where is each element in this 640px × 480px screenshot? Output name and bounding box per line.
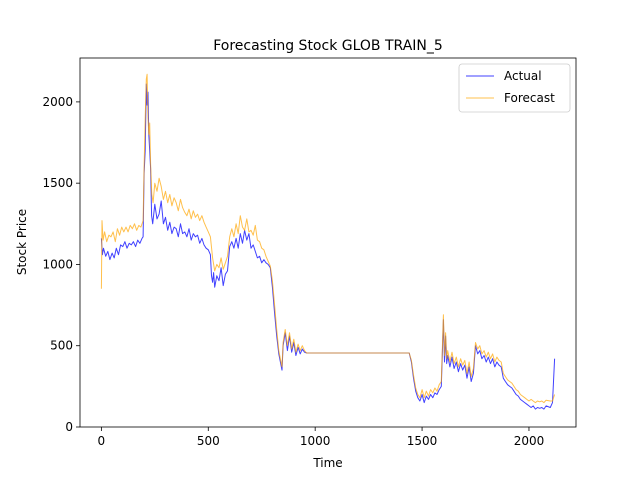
x-axis: 0 500 1000 1500 2000 (98, 427, 545, 448)
y-axis-label: Stock Price (15, 209, 29, 275)
chart-title: Forecasting Stock GLOB TRAIN_5 (213, 38, 443, 54)
x-axis-label: Time (312, 456, 342, 470)
y-tick-label: 2000 (42, 95, 73, 109)
x-tick-label: 2000 (514, 434, 545, 448)
x-tick-label: 1000 (300, 434, 331, 448)
legend-label-forecast: Forecast (504, 91, 555, 105)
y-tick-label: 1500 (42, 176, 73, 190)
plot-area (100, 73, 556, 410)
y-axis: 0 500 1000 1500 2000 (42, 95, 80, 434)
x-tick-label: 0 (98, 434, 106, 448)
legend: Actual Forecast (458, 63, 571, 113)
y-tick-label: 0 (65, 420, 73, 434)
y-tick-label: 500 (50, 339, 73, 353)
x-tick-label: 500 (197, 434, 220, 448)
x-tick-label: 1500 (407, 434, 438, 448)
series-line-actual (100, 83, 556, 410)
series-line-forecast (100, 73, 556, 404)
axes-frame (79, 57, 577, 428)
y-tick-label: 1000 (42, 257, 73, 271)
legend-label-actual: Actual (504, 69, 542, 83)
